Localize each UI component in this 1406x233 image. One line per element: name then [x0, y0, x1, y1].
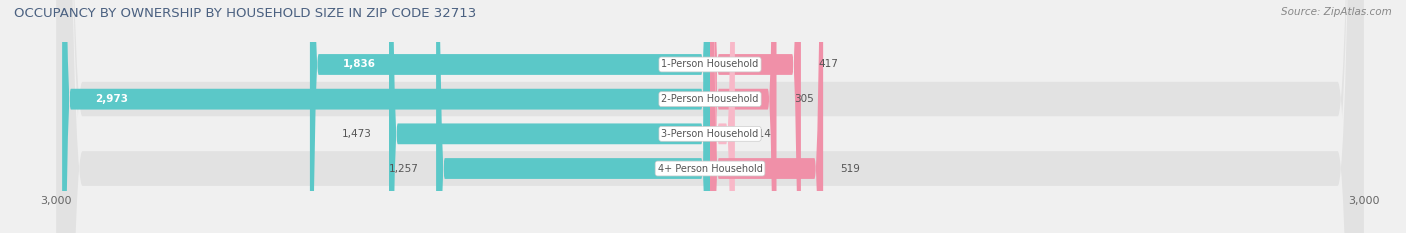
Text: 3-Person Household: 3-Person Household: [661, 129, 759, 139]
Text: 1,836: 1,836: [343, 59, 375, 69]
FancyBboxPatch shape: [710, 0, 776, 233]
Text: 305: 305: [794, 94, 814, 104]
Text: Source: ZipAtlas.com: Source: ZipAtlas.com: [1281, 7, 1392, 17]
FancyBboxPatch shape: [710, 0, 735, 233]
Text: 114: 114: [752, 129, 772, 139]
FancyBboxPatch shape: [710, 0, 823, 233]
Text: 2-Person Household: 2-Person Household: [661, 94, 759, 104]
FancyBboxPatch shape: [389, 0, 710, 233]
FancyBboxPatch shape: [56, 0, 1364, 233]
FancyBboxPatch shape: [56, 0, 1364, 233]
FancyBboxPatch shape: [710, 0, 801, 233]
Text: 1-Person Household: 1-Person Household: [661, 59, 759, 69]
FancyBboxPatch shape: [62, 0, 710, 233]
Text: 1,257: 1,257: [389, 164, 419, 174]
Text: 1,473: 1,473: [342, 129, 371, 139]
Text: OCCUPANCY BY OWNERSHIP BY HOUSEHOLD SIZE IN ZIP CODE 32713: OCCUPANCY BY OWNERSHIP BY HOUSEHOLD SIZE…: [14, 7, 477, 20]
FancyBboxPatch shape: [56, 0, 1364, 233]
Text: 2,973: 2,973: [94, 94, 128, 104]
FancyBboxPatch shape: [309, 0, 710, 233]
FancyBboxPatch shape: [56, 0, 1364, 233]
Text: 417: 417: [818, 59, 838, 69]
FancyBboxPatch shape: [436, 0, 710, 233]
Text: 519: 519: [841, 164, 860, 174]
Text: 4+ Person Household: 4+ Person Household: [658, 164, 762, 174]
